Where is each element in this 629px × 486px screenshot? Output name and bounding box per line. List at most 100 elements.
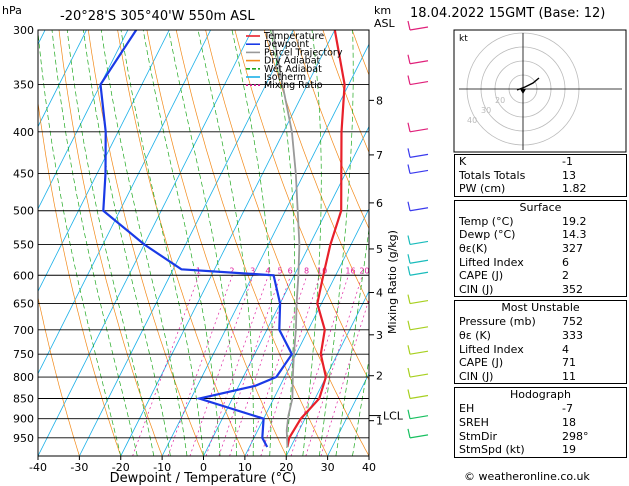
pressure-tick-label: 950: [13, 432, 34, 445]
wind-barb-feather: [407, 164, 411, 174]
legend-label: Mixing Ratio: [264, 80, 323, 91]
pressure-tick-label: 800: [13, 371, 34, 384]
copyright-footer[interactable]: © weatheronline.co.uk: [464, 470, 590, 483]
dry-adiabat-line: [322, 30, 369, 154]
wind-barb-feather: [407, 367, 411, 378]
temp-tick-label: 40: [362, 461, 376, 474]
km-tick-label: 3: [376, 329, 383, 342]
dry-adiabat-line: [38, 99, 122, 456]
temperature-trace: [286, 30, 346, 448]
legend-label: Dry Adiabat: [264, 56, 321, 67]
datetime-title: 18.04.2022 15GMT (Base: 12): [410, 6, 606, 21]
legend-label: Wet Adiabat: [264, 64, 322, 75]
temp-tick-label: -40: [29, 461, 47, 474]
km-tick-label: 7: [376, 149, 383, 162]
legend-label: Dewpoint: [264, 39, 309, 50]
mixing-ratio-line: [260, 275, 321, 456]
indices-box: K -1 Totals Totals 13 PW (cm) 1.82: [454, 154, 627, 197]
legend-label: Isotherm: [264, 72, 306, 83]
dry-adiabat-line: [58, 30, 163, 456]
wind-barb: [409, 271, 429, 276]
mixing-ratio-line: [167, 275, 233, 456]
wet-adiabat-line: [142, 30, 221, 456]
wind-barb-feather: [407, 266, 411, 276]
wind-barb-feather: [407, 254, 411, 264]
wind-barb: [409, 240, 429, 246]
mixing-ratio-line: [132, 275, 200, 456]
isotherm-line: [38, 30, 211, 375]
wind-barb: [409, 299, 429, 305]
most-unstable-title: Most Unstable: [501, 301, 580, 315]
wind-barb: [409, 60, 429, 65]
hodograph-ring-label: 40: [467, 116, 477, 125]
wind-barb-feather: [407, 20, 411, 31]
mixing-ratio-line: [290, 275, 349, 456]
isotherm-line: [38, 30, 87, 128]
wind-barb: [409, 350, 429, 355]
mixing-ratio-line: [320, 298, 369, 456]
plot-frame: [37, 29, 370, 457]
wind-barb-feather: [407, 409, 411, 419]
dry-adiabat-line: [293, 30, 369, 230]
surface-row: CIN (J) 352: [459, 282, 583, 296]
wind-barb-feather: [407, 345, 411, 355]
isotherm-line: [285, 290, 369, 456]
surface-row: CAPE (J) 2: [459, 269, 569, 283]
isotherm-line: [0, 30, 4, 456]
mixing-ratio-label: 4: [265, 266, 270, 275]
wind-barb: [409, 169, 429, 175]
temp-tick-label: 10: [238, 461, 252, 474]
mixing-ratio-line: [229, 275, 292, 456]
pressure-tick-label: 500: [13, 205, 34, 218]
temp-tick-label: 30: [321, 461, 335, 474]
km-tick-label: 4: [376, 287, 383, 300]
wind-barb-feather: [407, 148, 411, 158]
mixing-ratio-label: 2: [229, 266, 234, 275]
mixing-ratio-line: [205, 275, 269, 456]
km-tick-label: 6: [376, 197, 383, 210]
surface-row: Dewp (°C) 14.3: [459, 228, 587, 242]
wet-adiabat-line: [270, 30, 296, 456]
pressure-tick-label: 900: [13, 413, 34, 426]
wet-adiabat-line: [352, 357, 369, 456]
dry-adiabat-line: [146, 30, 287, 456]
isotherm-line: [161, 43, 369, 456]
x-axis-title: Dewpoint / Temperature (°C): [110, 471, 297, 486]
mu-row: CIN (J) 11: [459, 369, 576, 383]
pressure-tick-label: 350: [13, 79, 34, 92]
wind-barb: [409, 415, 429, 420]
pressure-tick-label: 300: [13, 24, 34, 37]
index-row-pw: PW (cm) 1.82: [459, 182, 587, 196]
mixing-ratio-axis-title: Mixing Ratio (g/kg): [386, 230, 399, 334]
temp-tick-label: -10: [153, 461, 171, 474]
mixing-ratio-line: [189, 275, 254, 456]
hodograph: kt 20 30 40: [453, 29, 627, 153]
isotherm-line: [327, 372, 369, 456]
km-tick-label: 1: [376, 415, 383, 428]
pressure-tick-label: 550: [13, 238, 34, 251]
mixing-ratio-label: 25: [374, 266, 384, 275]
wind-barb-feather: [407, 294, 411, 304]
temp-tick-label: 0: [200, 461, 207, 474]
hodograph-title: Hodograph: [510, 388, 571, 402]
wind-barb: [409, 80, 429, 86]
hodo-row: StmDir 298°: [459, 429, 589, 443]
location-title: -20°28'S 305°40'W 550m ASL: [60, 9, 255, 24]
mixing-ratio-label: 16: [345, 266, 355, 275]
mu-row: Pressure (mb) 752: [459, 315, 583, 329]
temp-tick-label: 20: [279, 461, 293, 474]
mixing-ratio-line: [305, 275, 363, 456]
pressure-tick-label: 450: [13, 167, 34, 180]
mixing-ratio-label: 3: [250, 266, 255, 275]
wind-barb-feather: [407, 75, 411, 85]
pressure-tick-label: 850: [13, 392, 34, 405]
hpa-label: hPa: [2, 4, 22, 17]
mu-row: CAPE (J) 71: [459, 356, 576, 370]
dewpoint-trace: [99, 30, 294, 448]
surface-box: Surface Temp (°C) 19.2 Dewp (°C) 14.3 θε(K…: [454, 199, 627, 298]
mixing-ratio-label: 10: [317, 266, 327, 275]
hodograph-kt-label: kt: [459, 34, 468, 44]
wet-adiabat-line: [83, 30, 171, 456]
legend-label: Temperature: [263, 31, 324, 42]
